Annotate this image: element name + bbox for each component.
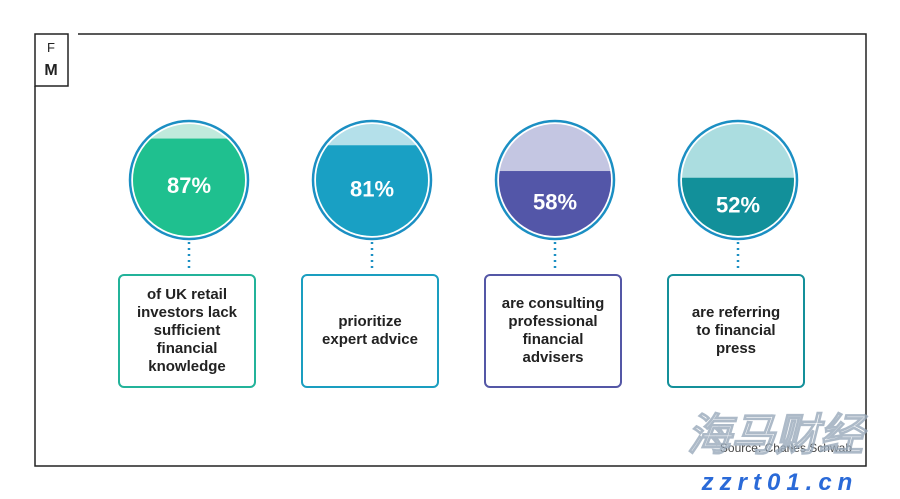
circle-ring <box>128 119 250 241</box>
watermark-url: zzrt01.cn <box>701 469 859 496</box>
value-label: 52% <box>716 193 760 218</box>
description: prioritize expert advice <box>301 274 439 388</box>
source: Source: Charles Schwab <box>720 441 852 455</box>
circle-ring <box>677 119 799 241</box>
value-label: 81% <box>350 176 394 201</box>
logo-bottom: M <box>44 62 57 79</box>
description: are consulting professional financial ad… <box>484 274 622 388</box>
circle-ring <box>311 119 433 241</box>
logo-top: F <box>47 40 55 55</box>
logo-box <box>34 33 69 87</box>
frame <box>34 33 867 467</box>
value-label: 87% <box>167 173 211 198</box>
value-label: 58% <box>533 189 577 214</box>
circle-fill <box>133 138 245 236</box>
description: are referring to financial press <box>667 274 805 388</box>
circle-fill <box>316 145 428 236</box>
description: of UK retail investors lack sufficient f… <box>118 274 256 388</box>
watermark: 海马财经 <box>687 411 868 460</box>
circle-ring <box>494 119 616 241</box>
